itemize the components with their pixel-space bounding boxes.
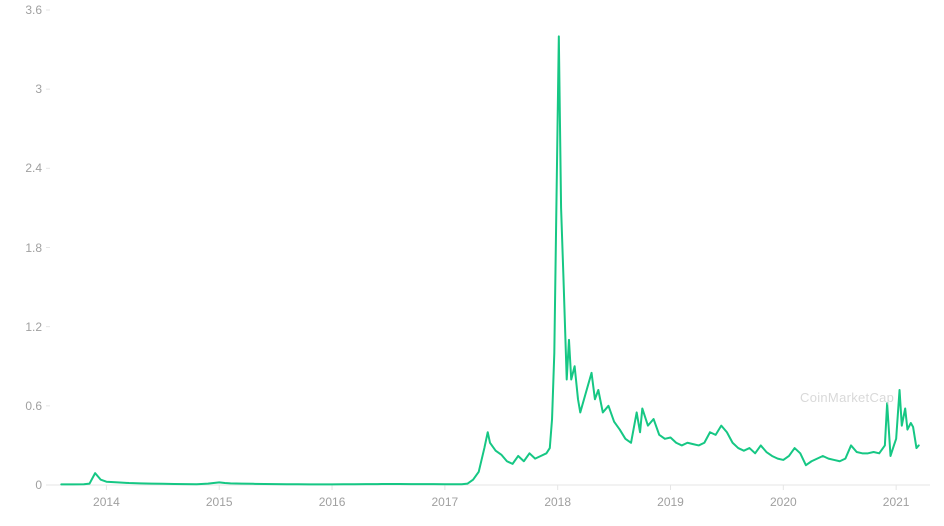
y-axis-tick-label: 3.6 [12,3,42,17]
y-axis-tick-label: 2.4 [12,161,42,175]
y-axis-tick-label: 1.8 [12,241,42,255]
x-axis-tick-label: 2018 [544,495,571,509]
x-axis-tick-label: 2017 [432,495,459,509]
x-axis-tick-label: 2014 [93,495,120,509]
x-axis-tick-label: 2015 [206,495,233,509]
x-axis-tick-label: 2021 [883,495,910,509]
chart-canvas [0,0,944,526]
price-line-chart: 0 0.6 1.2 1.8 2.4 3 3.6 2014 2015 2016 2017 2018 201… [0,0,944,526]
x-axis-tick-label: 2019 [657,495,684,509]
y-axis-tick-label: 1.2 [12,320,42,334]
x-axis-tick-label: 2016 [319,495,346,509]
price-line [61,36,918,484]
x-axis-tick-label: 2020 [770,495,797,509]
y-axis-tick-label: 0 [12,478,42,492]
y-axis-tick-label: 3 [12,82,42,96]
watermark-text: CoinMarketCap [800,390,894,405]
y-axis-tick-label: 0.6 [12,399,42,413]
